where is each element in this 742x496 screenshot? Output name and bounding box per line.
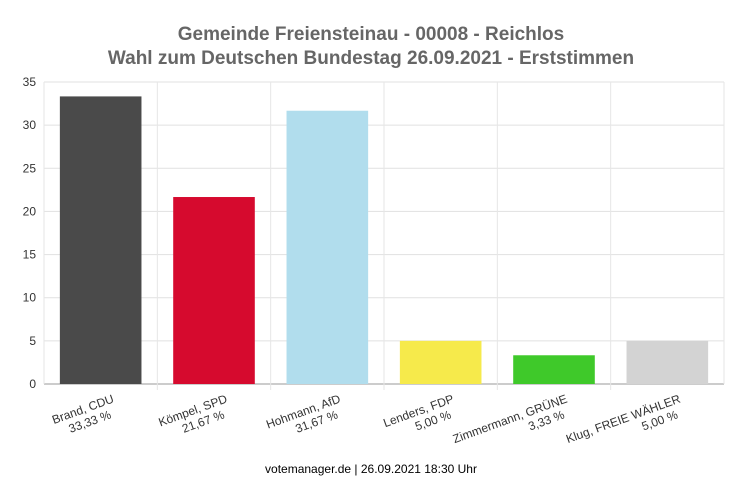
chart-title-line-1: Gemeinde Freiensteinau - 00008 - Reichlo…	[177, 24, 565, 45]
y-tick-label: 10	[23, 291, 37, 305]
bar	[513, 355, 595, 384]
x-axis-labels: Brand, CDU33,33 % Kömpel, SPD21,67 % Hohma…	[50, 392, 687, 460]
chart-title-line-2: Wahl zum Deutschen Bundestag 26.09.2021 …	[107, 48, 635, 69]
y-tick-label: 25	[23, 161, 37, 175]
bar	[286, 110, 369, 384]
y-tick-label: 5	[29, 334, 36, 348]
x-category-label: Brand, CDU33,33 %	[50, 392, 120, 440]
x-category-label: Zimmermann, GRÜNE3,33 %	[451, 392, 574, 460]
bar	[399, 340, 482, 384]
x-category-label: Kömpel, SPD21,67 %	[157, 392, 235, 443]
y-tick-label: 15	[23, 248, 37, 262]
x-category-label: Klug, FREIE WÄHLER5,00 %	[564, 392, 687, 460]
bar	[626, 340, 709, 384]
y-tick-label: 35	[23, 75, 37, 89]
x-category-label: Lenders, FDP5,00 %	[381, 392, 460, 444]
bars	[59, 96, 709, 384]
footer-source: votemanager.de | 26.09.2021 18:30 Uhr	[265, 462, 477, 476]
bar	[59, 96, 142, 384]
y-tick-label: 20	[23, 204, 37, 218]
y-tick-label: 30	[23, 118, 37, 132]
grid-lines	[43, 81, 725, 390]
x-category-label: Hohmann, AfD31,67 %	[264, 392, 347, 445]
y-axis-ticks: 0 5 10 15 20 25 30 35	[23, 75, 37, 391]
y-tick-label: 0	[29, 377, 36, 391]
bar	[173, 197, 255, 384]
